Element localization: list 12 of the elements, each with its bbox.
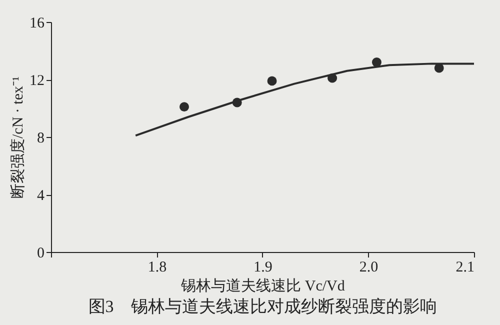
x-tick-label: 2.0	[359, 260, 378, 276]
x-tick-label: 1.9	[254, 260, 272, 276]
y-tick-label: 12	[30, 73, 44, 89]
x-tick-label: 1.8	[148, 260, 167, 276]
x-tick-label: 2.1	[456, 260, 474, 276]
y-axis-title: 断裂强度/cN · tex⁻¹	[10, 76, 26, 198]
y-tick-label: 0	[37, 246, 44, 262]
x-axis-title: 锡林与道夫线速比 Vc/Vd	[180, 278, 346, 294]
y-tick-label: 16	[30, 16, 45, 32]
y-tick-label: 4	[37, 188, 45, 204]
y-tick-label: 8	[37, 130, 44, 146]
text: 图3 锡林与道夫线速比对成纱断裂强度的影响	[88, 297, 437, 316]
